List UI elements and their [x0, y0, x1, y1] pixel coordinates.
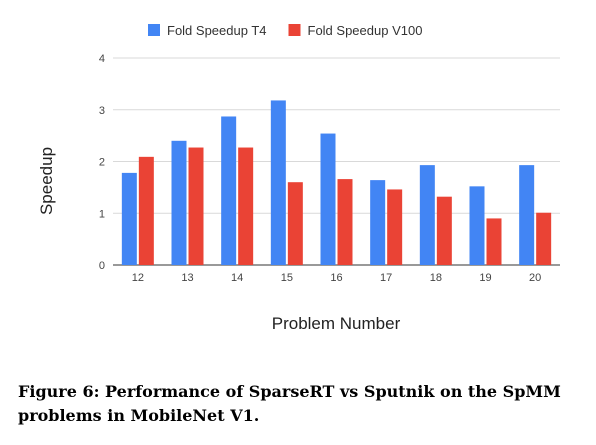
- y-tick-label: 4: [99, 53, 105, 65]
- figure-caption: Figure 6: Performance of SparseRT vs Spu…: [18, 382, 561, 425]
- y-tick-label: 2: [99, 157, 105, 169]
- x-tick-label: 12: [132, 272, 144, 284]
- bar-t4-12: [121, 172, 137, 265]
- x-axis-tick-labels: 12 13 14 15 16 17 18 19 20: [132, 272, 542, 284]
- bar-t4-20: [519, 165, 535, 265]
- x-tick-label: 20: [529, 272, 541, 284]
- chart-bars: [121, 100, 552, 265]
- bar-v100-18: [436, 196, 452, 265]
- bar-v100-15: [287, 182, 303, 265]
- y-axis-tick-labels: 0 1 2 3 4: [99, 53, 105, 272]
- bar-v100-19: [486, 218, 502, 265]
- legend-label: Fold Speedup V100: [308, 23, 423, 38]
- bar-t4-19: [469, 186, 485, 265]
- bar-t4-18: [419, 165, 435, 265]
- bar-t4-17: [370, 180, 386, 265]
- bar-v100-20: [536, 212, 552, 265]
- x-tick-label: 14: [231, 272, 243, 284]
- bar-t4-13: [171, 140, 187, 265]
- x-tick-label: 13: [181, 272, 193, 284]
- chart-legend: Fold Speedup T4 Fold Speedup V100: [148, 23, 422, 38]
- bar-t4-14: [221, 116, 237, 265]
- legend-label: Fold Speedup T4: [167, 23, 267, 38]
- x-tick-label: 18: [430, 272, 442, 284]
- bar-v100-14: [238, 147, 254, 265]
- bar-v100-17: [387, 189, 403, 265]
- y-axis-label: Speedup: [37, 147, 56, 215]
- y-tick-label: 0: [99, 260, 105, 272]
- legend-swatch-v100: [288, 24, 301, 36]
- bar-v100-13: [188, 147, 204, 265]
- chart-gridlines: [113, 57, 560, 266]
- x-tick-label: 19: [479, 272, 491, 284]
- x-tick-label: 17: [380, 272, 392, 284]
- bar-v100-16: [337, 179, 353, 265]
- legend-swatch-t4: [148, 24, 160, 36]
- x-tick-label: 15: [281, 272, 293, 284]
- y-tick-label: 1: [99, 208, 105, 220]
- bar-v100-12: [138, 156, 154, 265]
- bar-t4-16: [320, 133, 336, 265]
- bar-t4-15: [270, 100, 286, 265]
- x-tick-label: 16: [330, 272, 342, 284]
- x-axis-label: Problem Number: [272, 314, 401, 333]
- y-tick-label: 3: [99, 105, 105, 117]
